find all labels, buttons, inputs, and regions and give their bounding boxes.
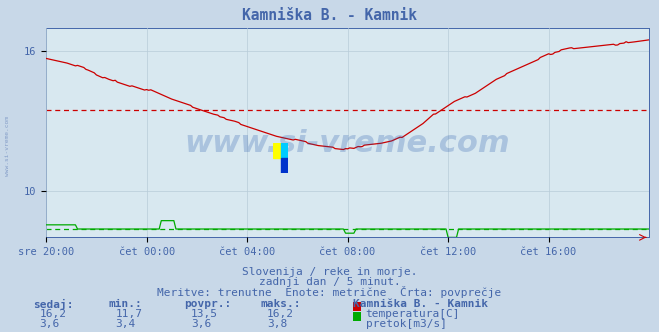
Text: pretok[m3/s]: pretok[m3/s] [366, 319, 447, 329]
Text: sedaj:: sedaj: [33, 299, 73, 310]
Text: min.:: min.: [109, 299, 142, 309]
Bar [273, 143, 281, 158]
Text: Kamniška B. - Kamnik: Kamniška B. - Kamnik [242, 8, 417, 23]
Bar [281, 158, 288, 173]
Text: 3,4: 3,4 [115, 319, 136, 329]
Text: Kamniška B. - Kamnik: Kamniška B. - Kamnik [353, 299, 488, 309]
Text: povpr.:: povpr.: [185, 299, 232, 309]
Text: 13,5: 13,5 [191, 309, 218, 319]
Text: Slovenija / reke in morje.: Slovenija / reke in morje. [242, 267, 417, 277]
Text: 16,2: 16,2 [40, 309, 67, 319]
Text: 3,8: 3,8 [267, 319, 287, 329]
Text: 11,7: 11,7 [115, 309, 142, 319]
Text: 3,6: 3,6 [191, 319, 212, 329]
Text: www.si-vreme.com: www.si-vreme.com [5, 116, 11, 176]
Text: www.si-vreme.com: www.si-vreme.com [185, 129, 511, 158]
Text: temperatura[C]: temperatura[C] [366, 309, 460, 319]
Text: 3,6: 3,6 [40, 319, 60, 329]
Text: 16,2: 16,2 [267, 309, 294, 319]
Text: maks.:: maks.: [260, 299, 301, 309]
Text: Meritve: trenutne  Enote: metrične  Črta: povprečje: Meritve: trenutne Enote: metrične Črta: … [158, 286, 501, 298]
Text: zadnji dan / 5 minut.: zadnji dan / 5 minut. [258, 277, 401, 287]
Bar [281, 143, 288, 158]
